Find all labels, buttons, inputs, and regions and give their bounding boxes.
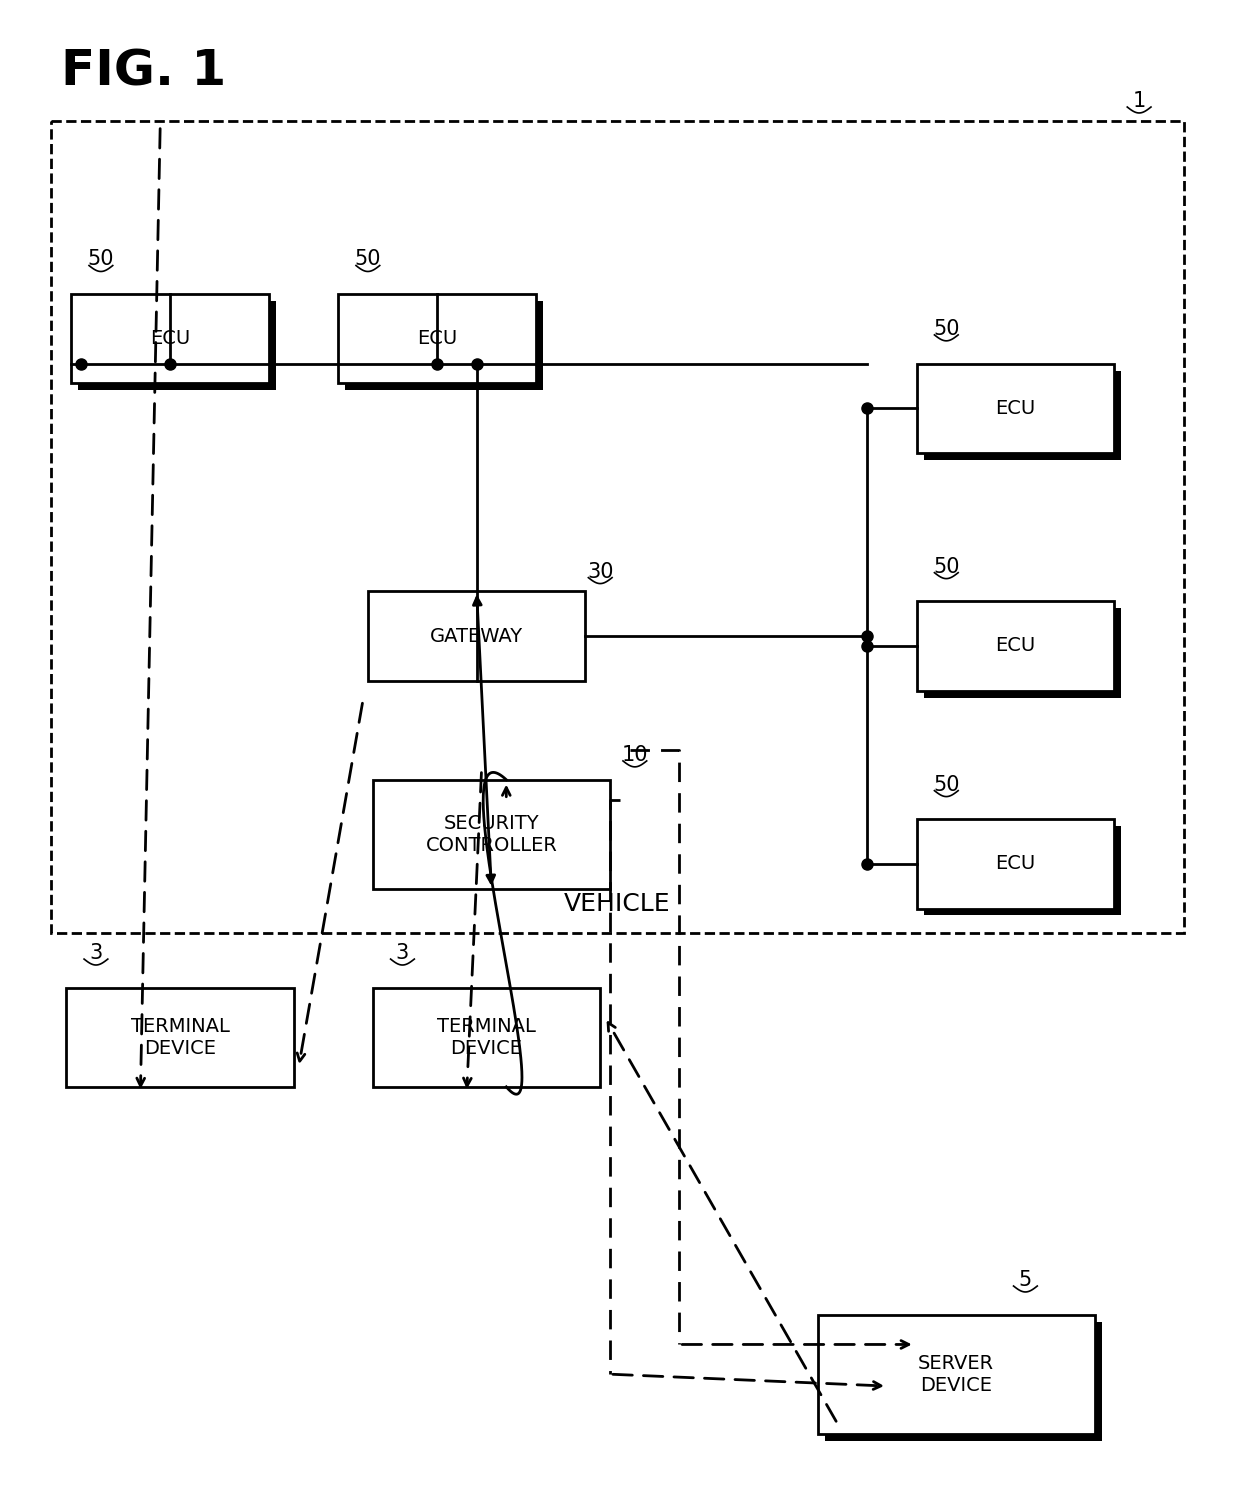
Bar [368, 592, 585, 681]
Bar [817, 1315, 1095, 1434]
Text: VEHICLE: VEHICLE [564, 891, 671, 915]
Bar [339, 295, 536, 383]
Bar [825, 1321, 1101, 1440]
Text: SECURITY
CONTROLLER: SECURITY CONTROLLER [425, 813, 558, 855]
Text: 50: 50 [932, 556, 960, 577]
Text: 3: 3 [89, 942, 103, 963]
Text: 1: 1 [1132, 92, 1146, 111]
Text: ECU: ECU [996, 854, 1035, 873]
Text: ECU: ECU [996, 398, 1035, 418]
Text: GATEWAY: GATEWAY [430, 627, 523, 646]
Bar [78, 301, 275, 391]
Text: 50: 50 [88, 249, 114, 269]
Bar [71, 295, 269, 383]
Bar [51, 120, 1184, 933]
Bar [916, 364, 1115, 452]
Text: 5: 5 [1019, 1270, 1032, 1290]
Text: TERMINAL
DEVICE: TERMINAL DEVICE [130, 1018, 229, 1058]
Text: ECU: ECU [150, 329, 190, 349]
Text: SERVER
DEVICE: SERVER DEVICE [918, 1354, 994, 1395]
Bar [924, 371, 1121, 460]
Bar [373, 780, 610, 888]
Text: 50: 50 [932, 774, 960, 795]
Bar [924, 827, 1121, 915]
Bar [916, 819, 1115, 908]
Text: 3: 3 [396, 942, 409, 963]
Bar [916, 601, 1115, 690]
Text: FIG. 1: FIG. 1 [61, 47, 227, 95]
Bar [373, 987, 600, 1087]
Text: ECU: ECU [417, 329, 458, 349]
Text: 50: 50 [355, 249, 381, 269]
Text: 10: 10 [621, 745, 649, 765]
Bar [66, 987, 294, 1087]
Bar [924, 609, 1121, 697]
Text: ECU: ECU [996, 636, 1035, 655]
Text: TERMINAL
DEVICE: TERMINAL DEVICE [436, 1018, 536, 1058]
Bar [345, 301, 543, 391]
Text: 50: 50 [932, 319, 960, 338]
Text: 30: 30 [587, 562, 614, 582]
